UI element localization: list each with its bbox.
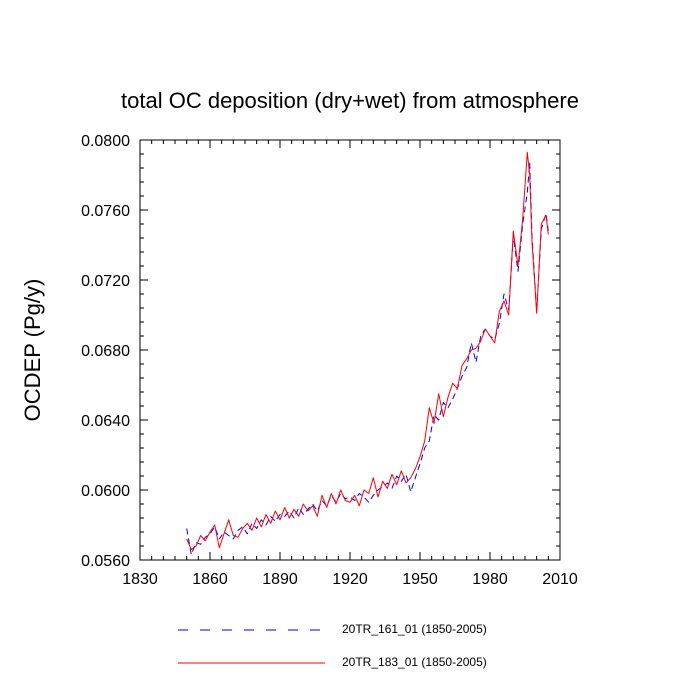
y-tick-label: 0.0600 bbox=[81, 483, 130, 500]
y-tick-label: 0.0800 bbox=[81, 133, 130, 150]
plot-frame bbox=[139, 139, 561, 561]
series-line-2 bbox=[186, 151, 549, 550]
x-tick-label: 1980 bbox=[472, 571, 508, 588]
x-tick-label: 1890 bbox=[262, 571, 298, 588]
x-tick-label: 1950 bbox=[402, 571, 438, 588]
legend-label-series-2: 20TR_183_01 (1850-2005) bbox=[342, 655, 487, 669]
legend-label-series-1: 20TR_161_01 (1850-2005) bbox=[342, 622, 487, 636]
series-line-1 bbox=[186, 162, 549, 556]
y-tick-label: 0.0760 bbox=[81, 203, 130, 220]
x-tick-label: 1920 bbox=[332, 571, 368, 588]
y-tick-label: 0.0720 bbox=[81, 273, 130, 290]
x-tick-label: 1860 bbox=[192, 571, 228, 588]
y-tick-label: 0.0680 bbox=[81, 343, 130, 360]
x-tick-label: 1830 bbox=[122, 571, 158, 588]
x-tick-label: 2010 bbox=[542, 571, 578, 588]
y-tick-label: 0.0640 bbox=[81, 413, 130, 430]
chart-title: total OC deposition (dry+wet) from atmos… bbox=[121, 88, 579, 113]
y-tick-label: 0.0560 bbox=[81, 553, 130, 570]
